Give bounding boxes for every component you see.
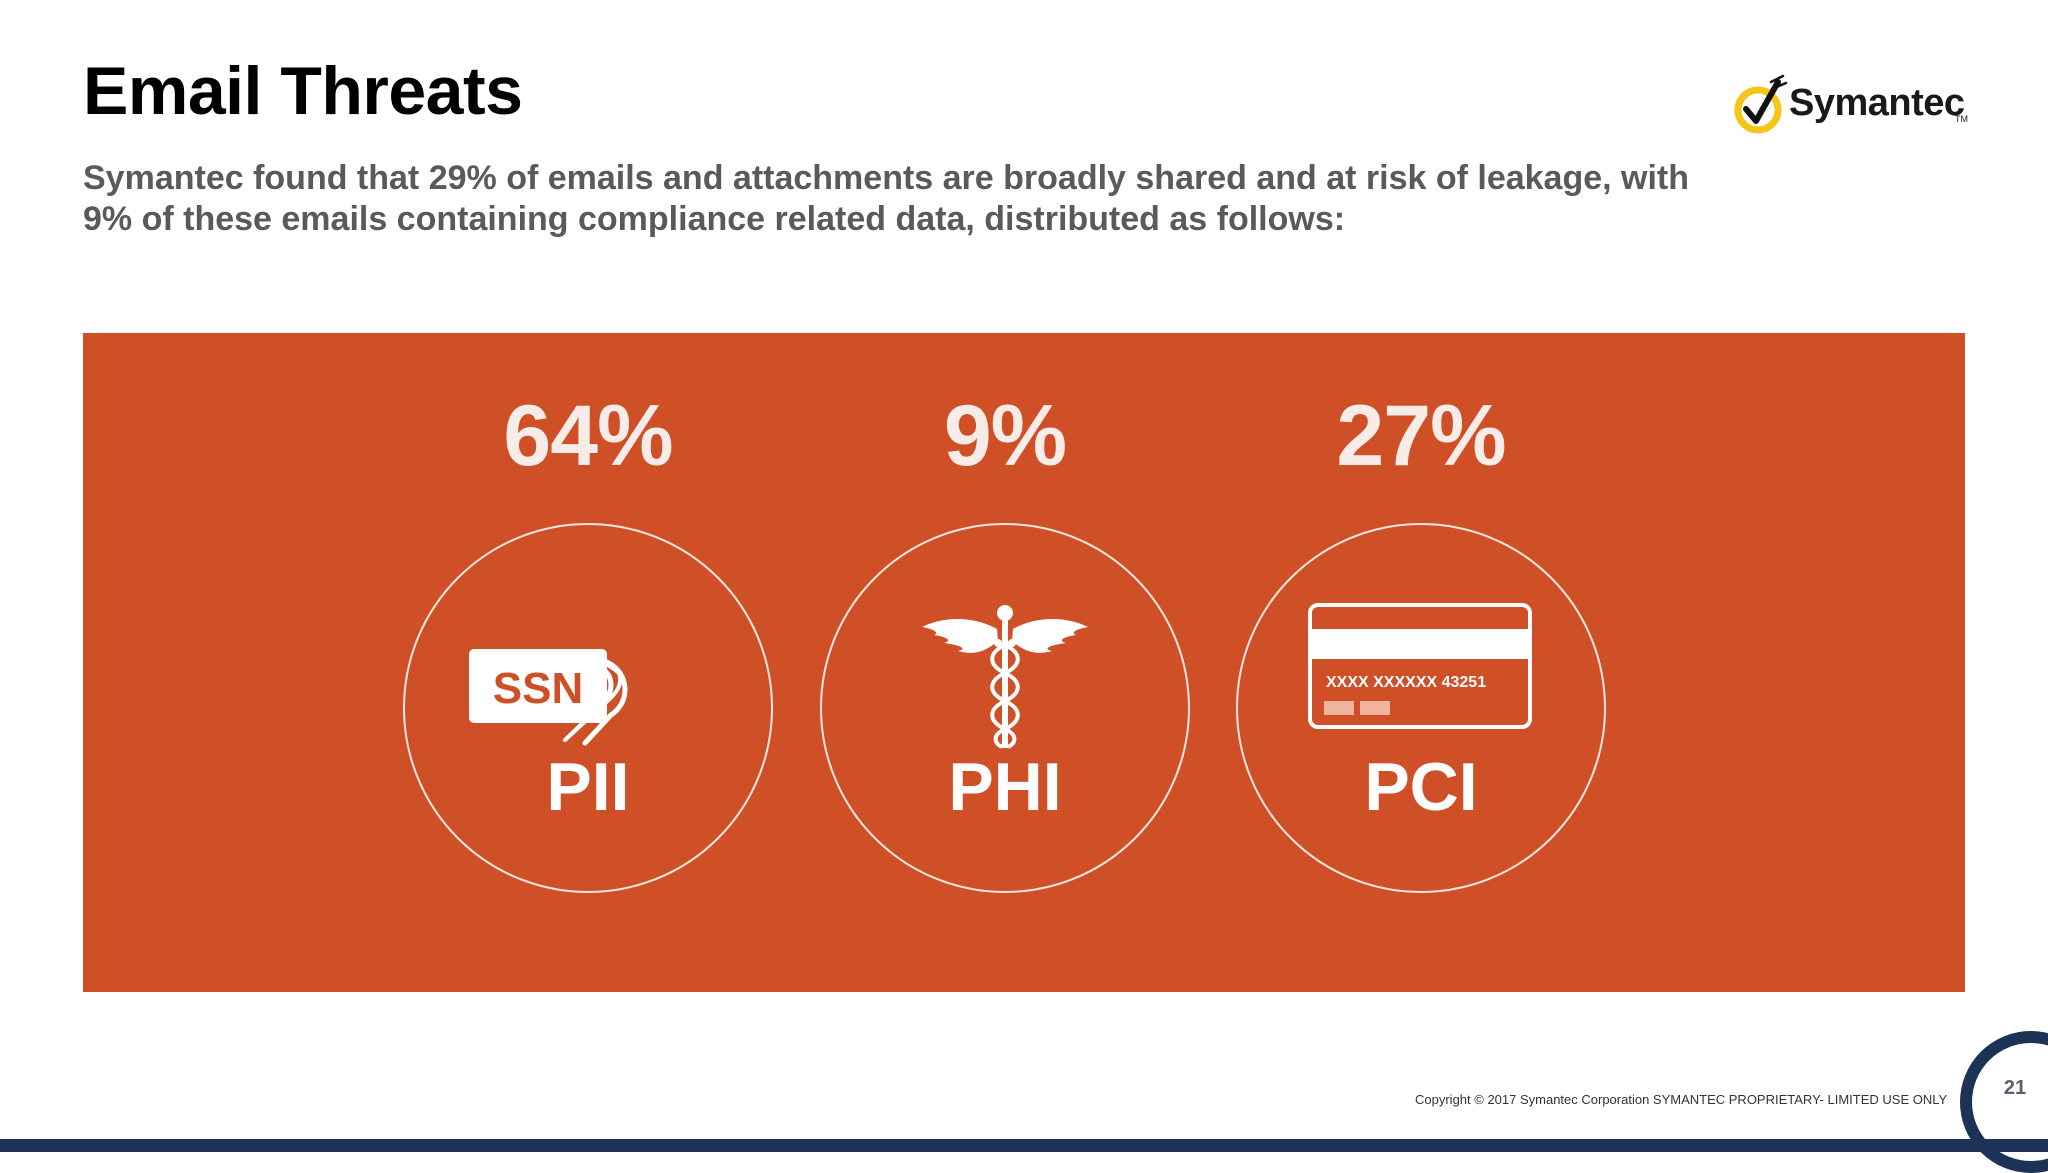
stat-label: PHI bbox=[948, 749, 1062, 825]
logo-wordmark: Symantec bbox=[1789, 82, 1965, 124]
stat-circle bbox=[820, 523, 1190, 893]
stat-circle: SSN bbox=[403, 523, 773, 893]
ssn-tag-location-icon: SSN bbox=[469, 649, 628, 746]
logo-trademark: TM bbox=[1955, 114, 1968, 124]
symantec-checkmark-icon bbox=[1734, 74, 1788, 134]
slide-title: Email Threats bbox=[83, 53, 523, 129]
ssn-icon-text: SSN bbox=[493, 664, 583, 713]
compliance-data-panel: 64% SSN PII 9% bbox=[83, 333, 1965, 992]
stat-pci: 27% XXXX XXXXXX 43251 PCI bbox=[1236, 333, 1606, 992]
stat-phi: 9% PHI bbox=[820, 333, 1190, 992]
symantec-logo: Symantec TM bbox=[1733, 72, 1968, 138]
caduceus-icon bbox=[922, 605, 1088, 749]
credit-card-icon: XXXX XXXXXX 43251 bbox=[1308, 603, 1532, 729]
stat-value: 27% bbox=[1336, 388, 1506, 484]
stat-pii: 64% SSN PII bbox=[403, 333, 773, 992]
stat-label: PCI bbox=[1364, 749, 1478, 825]
stat-value: 64% bbox=[503, 388, 673, 484]
page-number: 21 bbox=[2003, 1077, 2027, 1099]
card-number-text: XXXX XXXXXX 43251 bbox=[1326, 674, 1486, 691]
stat-value: 9% bbox=[943, 388, 1067, 484]
footer-bar bbox=[0, 1139, 2048, 1152]
stat-circle: XXXX XXXXXX 43251 bbox=[1236, 523, 1606, 893]
copyright-notice: Copyright © 2017 Symantec Corporation SY… bbox=[1415, 1092, 1948, 1107]
stat-label: PII bbox=[546, 749, 630, 825]
subtitle-line: Symantec found that 29% of emails and at… bbox=[83, 159, 1690, 197]
slide-subtitle: Symantec found that 29% of emails and at… bbox=[83, 158, 1723, 240]
subtitle-line: 9% of these emails containing compliance… bbox=[83, 200, 1346, 238]
